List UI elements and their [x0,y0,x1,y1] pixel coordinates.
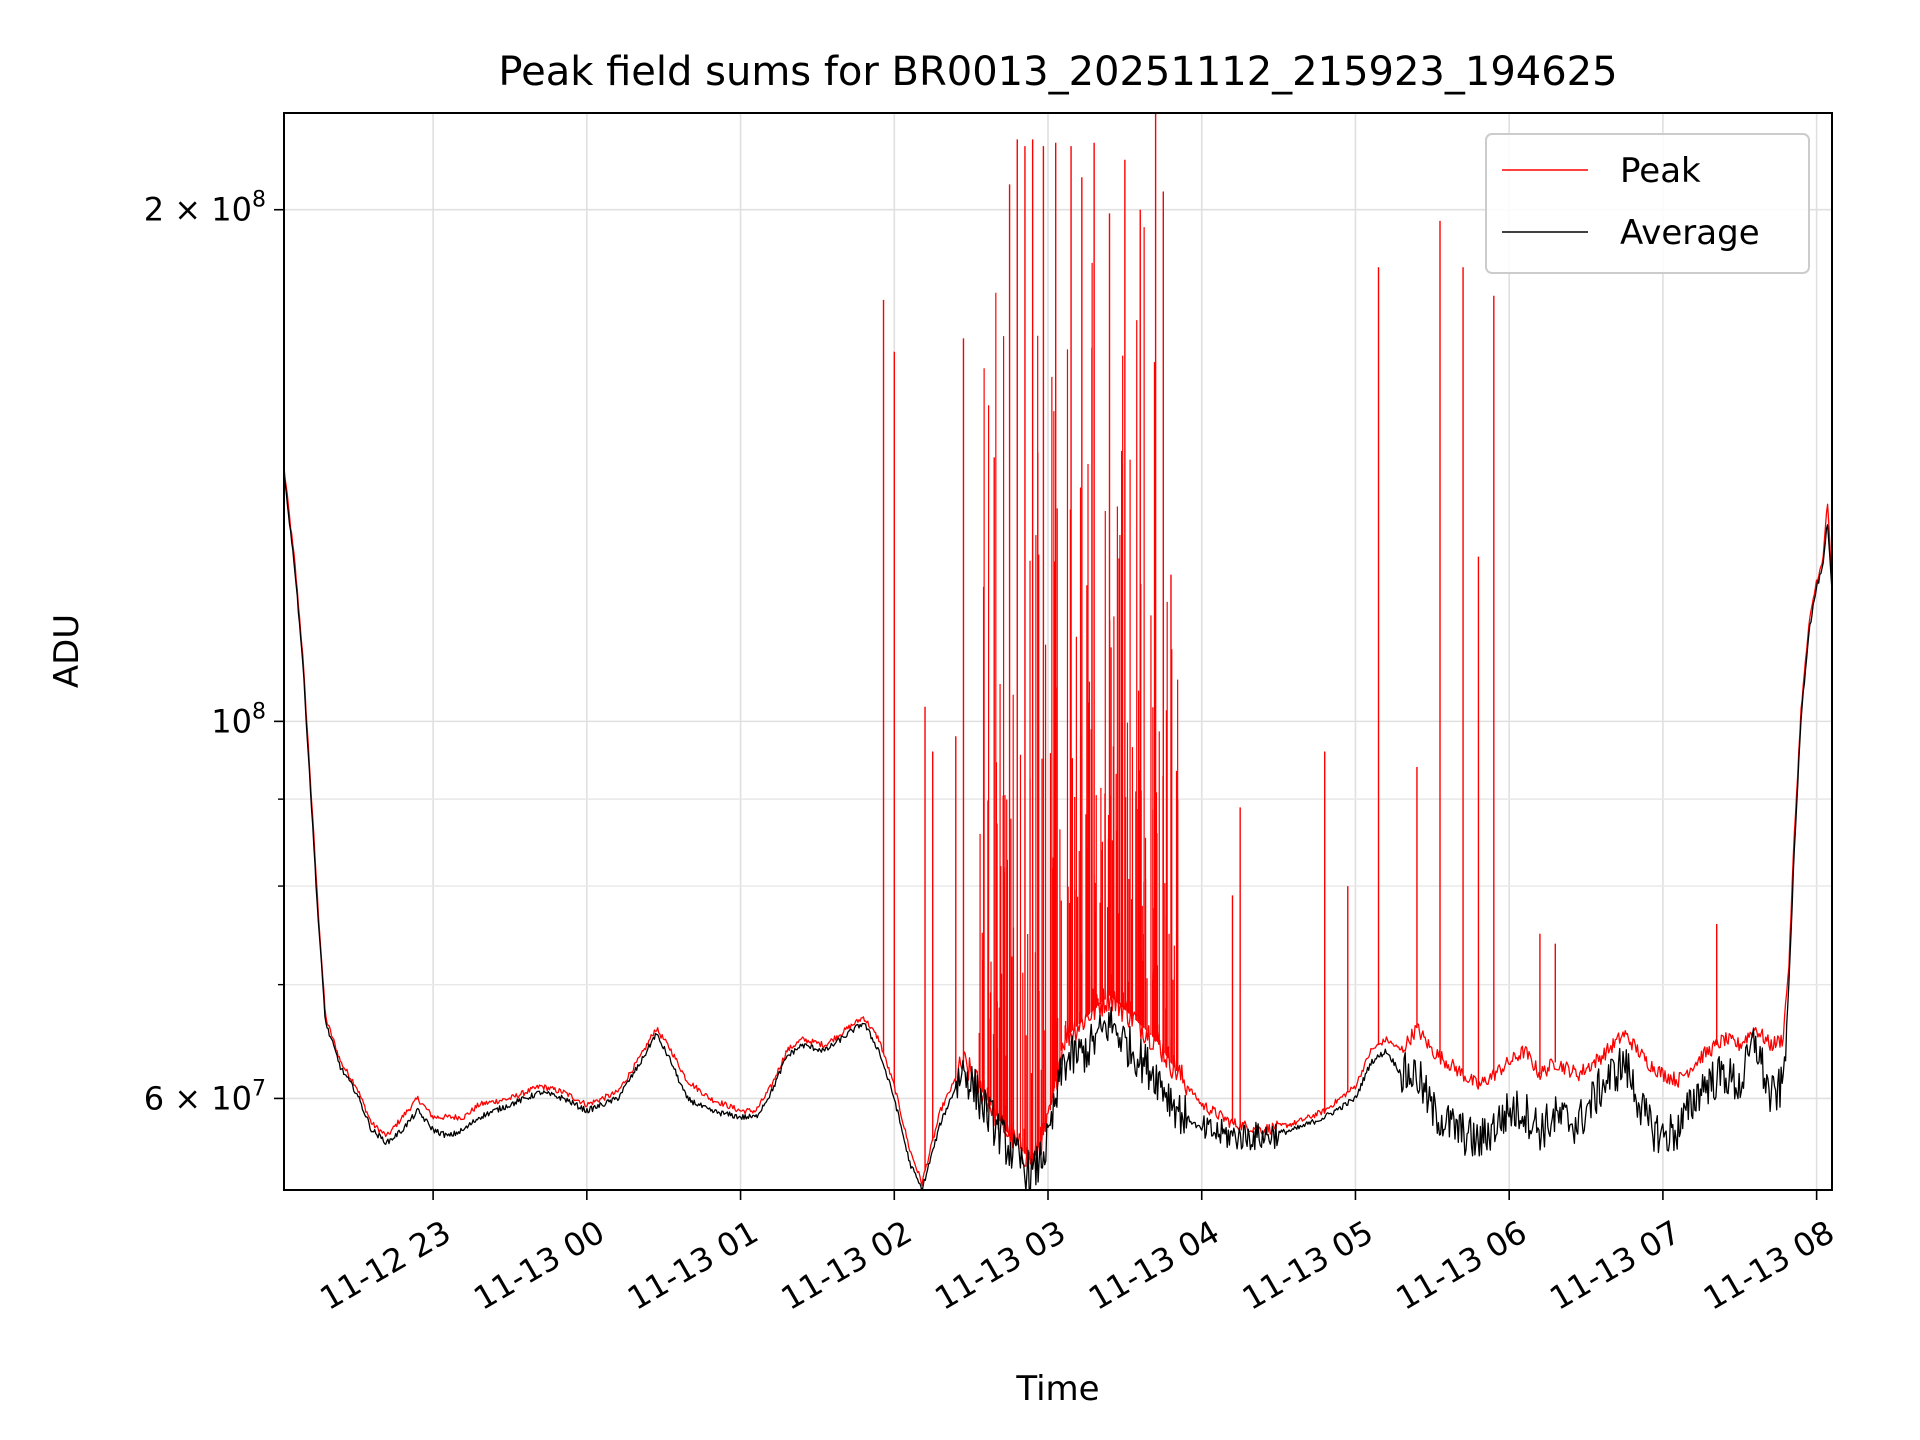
y-tick-label-base: 6 × 10 [144,1079,252,1117]
y-tick-label-base: 2 × 10 [144,191,252,229]
legend-average-label: Average [1620,213,1760,253]
y-tick-label: 6 × 107 [144,1076,266,1117]
chart-title: Peak field sums for BR0013_20251112_2159… [498,49,1617,95]
series-line-average [284,471,1832,1190]
y-tick-label-base: 10 [211,702,252,740]
y-axis-label: ADU [47,614,87,688]
x-axis-label: Time [1015,1369,1099,1409]
y-tick-label: 2 × 108 [144,188,266,229]
y-tick-label-exponent: 7 [252,1076,266,1101]
y-tick-label: 108 [211,699,266,740]
legend-box [1485,133,1810,274]
gridlines [284,113,1832,1190]
series-layer [284,113,1832,1190]
y-tick-label-exponent: 8 [252,699,266,724]
legend-peak-label: Peak [1620,151,1701,191]
legend: Peak Average [1485,133,1810,274]
plot-frame [283,112,1833,1191]
y-tick-label-exponent: 8 [252,188,266,213]
